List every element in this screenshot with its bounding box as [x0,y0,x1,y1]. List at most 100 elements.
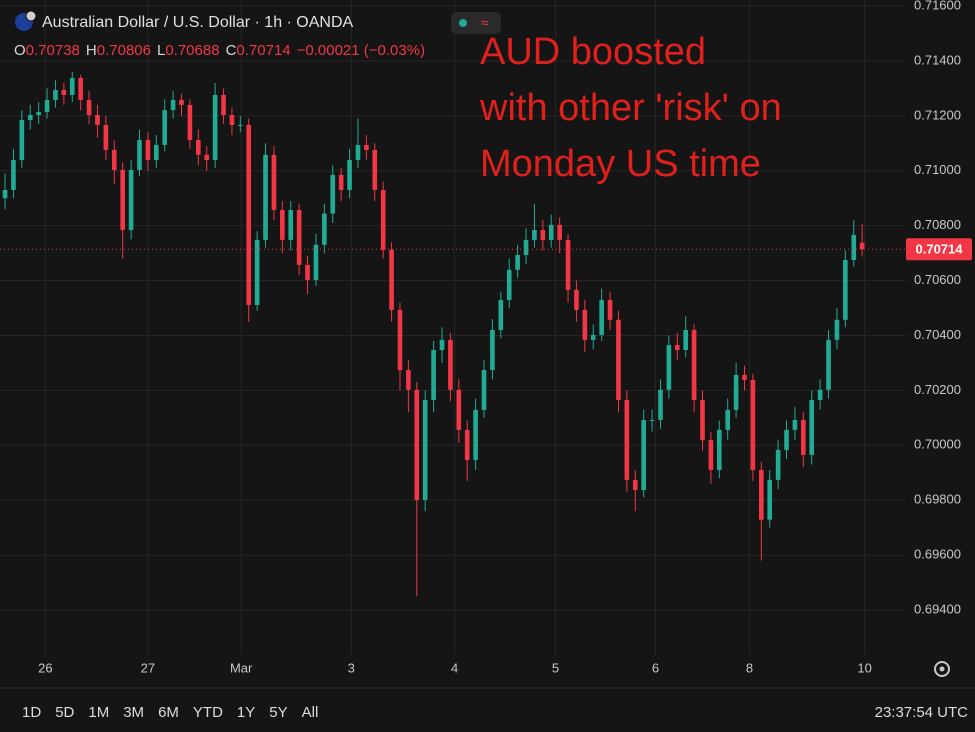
candle-body [69,77,75,95]
candle-body [658,389,663,421]
candle-body [389,249,394,310]
grid [0,0,905,655]
candle-body [725,409,731,430]
x-tick-label: 3 [348,660,355,675]
candle-body [607,300,613,320]
candle-body [674,345,680,351]
annotation: AUD boosted [480,31,706,73]
candle-body [624,399,630,480]
candle-body [313,244,319,281]
candle-body [548,224,554,240]
timeframe-button[interactable]: 1D [22,704,41,721]
settings-icon[interactable] [934,661,950,677]
candle-body [406,370,411,390]
candle-body [599,300,604,335]
candle-body [859,242,865,250]
candle-body [120,169,125,231]
candle-body [246,124,252,305]
y-tick-label: 0.70800 [914,217,961,232]
candle-body [364,144,369,150]
flag-icon [25,10,37,22]
last-price-tag [906,238,972,261]
candle-body [532,230,537,240]
candle-body [490,329,495,371]
timeframe-button[interactable]: All [302,704,319,721]
ohlc-letter: H [86,42,97,59]
candle-body [2,189,8,199]
settings-icon[interactable] [939,666,945,672]
candle-body [456,389,462,430]
timeframe-button[interactable]: 3M [123,704,144,721]
status-icon: ≈ [481,15,489,31]
y-tick-label: 0.69600 [914,547,961,562]
y-tick-label: 0.70400 [914,327,961,342]
candle-body [666,345,672,390]
candle-body [95,115,100,125]
y-tick-label: 0.70600 [914,272,961,287]
candle-body [683,329,688,351]
candle-body [632,479,638,491]
status-pill [451,12,501,34]
candle-body [851,234,857,260]
candle-body [565,239,571,290]
candles [0,71,905,597]
candle-body [843,259,848,320]
last-price-label: 0.70714 [916,242,964,257]
x-tick-label: 26 [38,660,52,675]
y-tick-label: 0.69400 [914,601,961,616]
price-change: −0.00021 (−0.03%) [297,42,425,59]
ohlc-value: 0.70738 [26,42,80,59]
candle-body [212,94,218,161]
ohlc-letter: O [14,42,26,59]
x-tick-label: 5 [552,660,559,675]
candle-body [708,440,714,470]
candle-body [481,370,487,410]
timeframe-button[interactable]: 1M [88,704,109,721]
candle-body [380,189,386,250]
timeframe-button[interactable]: 6M [158,704,179,721]
symbol-title: Australian Dollar / U.S. Dollar · 1h · O… [42,14,354,31]
candle-body [322,213,327,245]
candle-body [111,149,117,170]
candle-body [271,154,277,211]
candle-body [355,144,361,161]
candle-body [817,389,823,400]
candle-body [372,149,378,190]
candle-body [305,264,310,281]
candle-body [179,99,184,105]
candle-body [582,309,588,340]
candle-body [767,479,773,520]
candle-body [498,300,504,330]
candle-body [153,144,159,161]
x-tick-label: 10 [857,660,871,675]
candle-body [44,99,50,113]
timeframe-button[interactable]: 1Y [237,704,255,721]
annotation: with other 'risk' on [479,87,782,129]
timeframe-button[interactable]: YTD [193,704,223,721]
candle-body [448,339,453,390]
candle-body [338,174,344,190]
x-tick-label: Mar [230,660,253,675]
candle-body [641,420,646,491]
candle-body [78,77,83,100]
candle-body [187,104,193,141]
candle-body [221,94,226,116]
y-tick-label: 0.70000 [914,437,961,452]
overlay: Australian Dollar / U.S. Dollar · 1h · O… [14,0,972,721]
candle-body [229,115,235,125]
ohlc-value: 0.70806 [97,42,151,59]
candle-body [775,449,781,480]
ohlc-value: 0.70714 [236,42,290,59]
candle-body [649,420,655,422]
candle-body [280,210,285,240]
candle-body [750,379,756,470]
candle-body [431,350,436,400]
timeframe-button[interactable]: 5Y [269,704,287,721]
timeframe-button[interactable]: 5D [55,704,74,721]
candle-body [53,90,58,100]
candle-body [801,420,806,455]
clock: 23:37:54 UTC [875,704,969,721]
ohlc-header: O0.70738 H0.70806 L0.70688 C0.70714 −0.00021… [14,42,425,59]
candle-body [784,429,789,450]
candle-body [128,169,134,231]
